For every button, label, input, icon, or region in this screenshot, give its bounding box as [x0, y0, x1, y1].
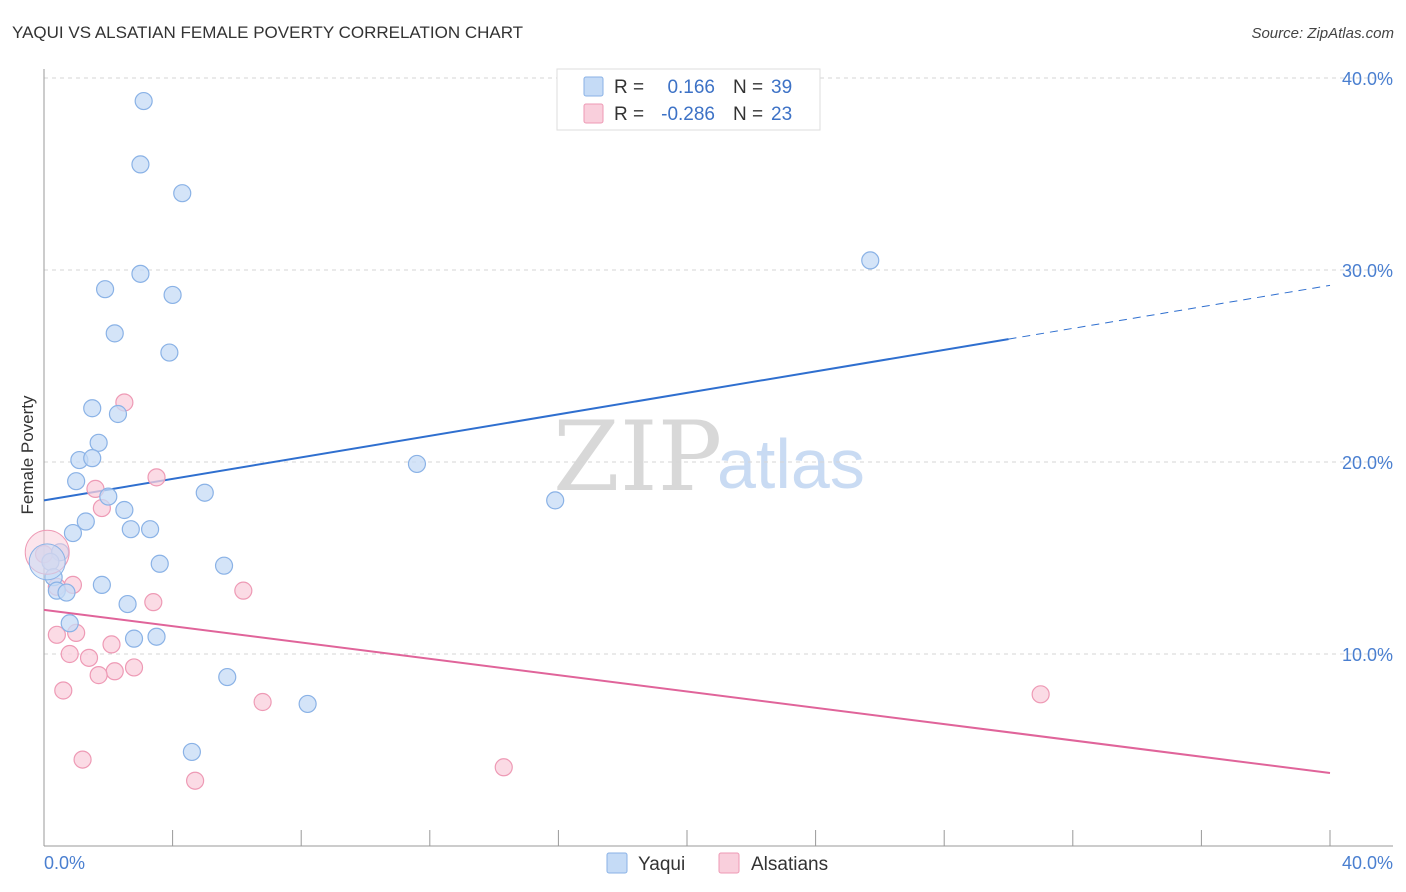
point-alsatians — [54, 681, 73, 700]
stats-n-value-yaqui: 39 — [771, 77, 792, 98]
trend-line-yaqui — [43, 338, 1009, 502]
point-yaqui — [76, 512, 95, 531]
legend-label-yaqui: Yaqui — [638, 854, 685, 875]
point-yaqui — [108, 404, 128, 424]
point-yaqui — [218, 667, 237, 687]
trend-lines — [43, 284, 1331, 775]
stats-legend: R = 0.166 N = 39 R = -0.286 N = 23 — [556, 68, 821, 131]
point-yaqui — [160, 343, 179, 362]
point-yaqui — [131, 264, 150, 283]
y-tick-label: 30.0% — [1342, 261, 1393, 281]
point-alsatians — [124, 658, 144, 677]
point-alsatians — [147, 468, 166, 487]
point-yaqui — [131, 155, 150, 174]
stats-swatch-alsatians — [583, 103, 604, 124]
point-yaqui — [140, 520, 160, 539]
point-alsatians — [105, 662, 124, 681]
point-yaqui — [99, 487, 118, 506]
point-alsatians — [60, 644, 79, 664]
trend-line-extension-yaqui — [1008, 284, 1331, 340]
y-tick-label: 10.0% — [1342, 645, 1393, 665]
legend-swatch-alsatians — [718, 852, 740, 874]
point-yaqui — [83, 399, 102, 418]
point-yaqui — [163, 285, 182, 305]
chart-title: YAQUI VS ALSATIAN FEMALE POVERTY CORRELA… — [12, 23, 523, 42]
watermark-atlas: atlas — [717, 425, 865, 503]
y-tick-labels: 10.0% 20.0% 30.0% 40.0% — [1342, 69, 1393, 665]
chart-source: Source: ZipAtlas.com — [1251, 25, 1394, 42]
trend-line-alsatians — [43, 608, 1331, 775]
point-alsatians — [102, 635, 121, 654]
stats-r-label-alsatians: R = — [614, 104, 644, 125]
y-tick-label: 40.0% — [1342, 69, 1393, 89]
point-yaqui — [57, 583, 76, 602]
point-yaqui — [214, 556, 234, 575]
point-yaqui — [546, 491, 565, 510]
point-yaqui — [298, 694, 317, 714]
legend-label-alsatians: Alsatians — [751, 854, 828, 875]
point-yaqui — [173, 184, 192, 203]
point-yaqui — [89, 433, 108, 452]
gridlines — [44, 77, 1393, 655]
point-yaqui — [121, 520, 140, 539]
point-yaqui — [63, 523, 83, 543]
point-yaqui — [147, 627, 166, 646]
data-points — [24, 91, 1050, 790]
point-yaqui — [134, 91, 153, 111]
point-yaqui — [95, 280, 115, 299]
point-yaqui — [83, 449, 102, 468]
stats-n-label-yaqui: N = — [733, 77, 763, 98]
point-alsatians — [89, 666, 108, 685]
x-ticks — [43, 830, 1331, 846]
x-tick-label-min: 0.0% — [44, 853, 85, 873]
stats-swatch-yaqui — [583, 76, 604, 97]
legend-swatch-yaqui — [606, 852, 628, 874]
point-yaqui — [861, 251, 880, 270]
watermark-zip: ZIP — [553, 401, 722, 513]
cluster-yaqui — [28, 543, 66, 581]
axes — [43, 69, 1393, 847]
point-yaqui — [67, 472, 86, 491]
point-alsatians — [144, 593, 163, 612]
point-alsatians — [47, 625, 66, 644]
point-alsatians — [234, 581, 253, 600]
point-alsatians — [186, 771, 205, 790]
point-alsatians — [73, 750, 92, 769]
point-yaqui — [118, 594, 137, 614]
point-yaqui — [150, 554, 169, 573]
point-yaqui — [92, 575, 111, 594]
watermark: ZIP atlas — [553, 401, 865, 513]
y-axis-title: Female Poverty — [18, 395, 37, 515]
stats-n-value-alsatians: 23 — [771, 104, 792, 125]
point-yaqui — [115, 500, 134, 520]
y-tick-label: 20.0% — [1342, 453, 1393, 473]
x-tick-label-max: 40.0% — [1342, 853, 1393, 873]
stats-r-value-yaqui: 0.166 — [667, 77, 715, 98]
point-alsatians — [79, 648, 99, 667]
point-yaqui — [182, 742, 201, 762]
point-yaqui — [407, 454, 427, 474]
stats-n-label-alsatians: N = — [733, 104, 763, 125]
stats-r-label-yaqui: R = — [614, 77, 644, 98]
point-yaqui — [60, 614, 79, 633]
point-yaqui — [105, 324, 124, 343]
point-yaqui — [124, 629, 144, 648]
point-alsatians — [253, 692, 272, 712]
point-alsatians — [1031, 685, 1050, 704]
series-legend: Yaqui Alsatians — [606, 852, 828, 875]
point-alsatians — [494, 758, 513, 777]
stats-r-value-alsatians: -0.286 — [661, 104, 715, 125]
point-yaqui — [195, 483, 214, 502]
